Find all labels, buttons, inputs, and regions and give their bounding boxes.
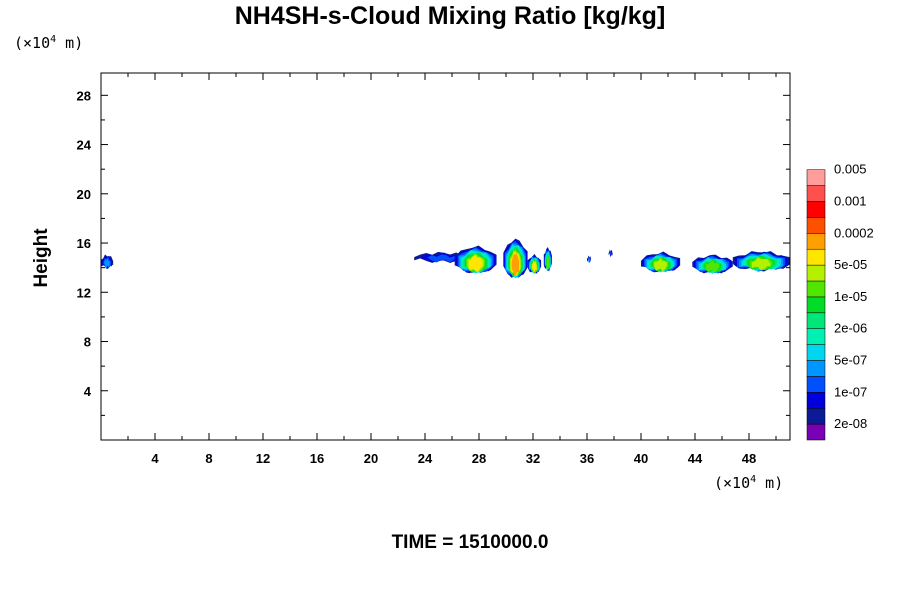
colorbar-swatch — [806, 376, 826, 393]
colorbar-swatch — [806, 423, 826, 441]
plot-frame — [100, 72, 791, 441]
x-tick-label: 12 — [256, 451, 270, 466]
y-unit-suffix: m) — [56, 34, 84, 52]
x-tick-label: 28 — [472, 451, 486, 466]
colorbar: 2e-08 1e-07 5e-07 2e-06 1e-05 5e-05 0.0002 0.00… — [806, 162, 874, 441]
cloud-blob — [608, 249, 613, 258]
colorbar-swatch — [806, 360, 826, 377]
colorbar-swatch — [806, 169, 826, 186]
x-unit-suffix: m) — [756, 474, 784, 492]
y-unit-prefix: (×10 — [14, 34, 51, 52]
y-tick-label: 8 — [84, 335, 91, 350]
y-tick-label: 24 — [77, 138, 92, 153]
colorbar-swatch — [806, 217, 826, 234]
colorbar-label: 1e-05 — [834, 289, 867, 304]
x-axis-unit: (×104 m) — [714, 474, 783, 492]
cloud-blob — [692, 254, 733, 274]
cloud-contour-level — [654, 258, 667, 272]
cloud-contour-level — [427, 254, 455, 263]
y-tick-label: 4 — [84, 384, 92, 399]
cloud-field — [101, 238, 790, 279]
x-tick-label: 24 — [418, 451, 433, 466]
colorbar-swatch — [806, 248, 826, 266]
x-tick-label: 32 — [526, 451, 540, 466]
cloud-contour-level — [751, 257, 771, 271]
y-tick-label: 12 — [77, 285, 91, 300]
x-tick-label: 48 — [742, 451, 756, 466]
cloud-contour-level — [546, 255, 550, 271]
colorbar-label: 0.001 — [834, 194, 867, 209]
cloud-blob — [587, 255, 592, 264]
colorbar-swatch — [806, 312, 826, 329]
cloud-contour-level — [532, 260, 537, 273]
y-tick-label: 28 — [77, 88, 91, 103]
colorbar-swatch — [806, 280, 826, 298]
colorbar-label: 2e-06 — [834, 321, 867, 336]
colorbar-swatch — [806, 233, 826, 250]
colorbar-label: 2e-08 — [834, 416, 867, 431]
cloud-contour-level — [468, 255, 483, 272]
cloud-contour-level — [588, 257, 590, 263]
x-unit-prefix: (×10 — [714, 474, 751, 492]
colorbar-label: 1e-07 — [834, 384, 867, 399]
cloud-blob — [543, 247, 552, 272]
x-unit-exponent: 4 — [750, 474, 757, 485]
x-tick-label: 16 — [310, 451, 324, 466]
cloud-blob — [454, 245, 497, 274]
colorbar-swatch — [806, 344, 826, 361]
y-unit-exponent: 4 — [50, 34, 57, 45]
chart-title: NH4SH-s-Cloud Mixing Ratio [kg/kg] — [234, 2, 666, 30]
x-tick-label: 4 — [151, 451, 159, 466]
colorbar-label: 5e-07 — [834, 353, 867, 368]
x-tick-label: 8 — [205, 451, 212, 466]
cloud-contour-level — [705, 260, 720, 273]
colorbar-label: 5e-05 — [834, 257, 867, 272]
colorbar-swatch — [806, 328, 826, 345]
cloud-contour-level — [609, 250, 612, 257]
time-annotation: TIME = 1510000.0 — [391, 532, 549, 553]
x-tick-label: 40 — [634, 451, 648, 466]
cloud-blob — [641, 251, 681, 273]
cloud-contour-level — [104, 258, 110, 269]
colorbar-swatch — [806, 264, 826, 282]
colorbar-swatch — [806, 392, 826, 409]
colorbar-swatch — [806, 296, 826, 314]
cloud-blob — [732, 251, 790, 272]
cloud-blob — [101, 254, 114, 270]
x-tick-label: 20 — [364, 451, 378, 466]
y-tick-label: 20 — [77, 187, 91, 202]
colorbar-swatch — [806, 185, 826, 202]
x-tick-label: 36 — [580, 451, 594, 466]
colorbar-swatch — [806, 407, 826, 425]
y-tick-label: 16 — [77, 236, 91, 251]
y-axis-unit: (×104 m) — [14, 34, 83, 52]
colorbar-swatch — [806, 201, 826, 218]
cloud-blob — [503, 238, 528, 279]
x-tick-label: 44 — [688, 451, 703, 466]
cloud-blob — [527, 253, 542, 275]
colorbar-label: 0.0002 — [834, 225, 874, 240]
cloud-contour-level — [511, 252, 520, 277]
colorbar-label: 0.005 — [834, 162, 867, 177]
